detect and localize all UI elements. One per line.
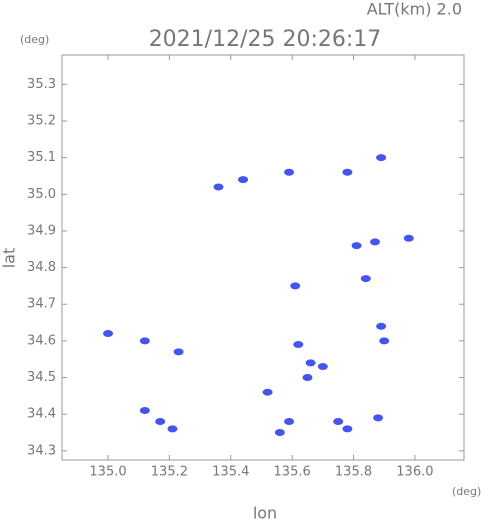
x-unit: (deg) (452, 485, 481, 498)
echo (373, 414, 384, 422)
echo (317, 363, 328, 371)
echo (290, 282, 301, 290)
echo (333, 418, 344, 426)
y-tick-label: 34.5 (27, 370, 56, 385)
x-tick-label: 135.8 (335, 465, 372, 480)
echo (103, 330, 114, 338)
echo (376, 322, 387, 330)
echo (262, 388, 273, 396)
echo (376, 154, 387, 162)
y-tick-label: 34.7 (27, 297, 56, 312)
echo (238, 176, 249, 184)
echo (342, 168, 353, 176)
y-tick-label: 35.2 (27, 113, 56, 128)
x-tick-label: 135.0 (89, 465, 126, 480)
echo (379, 337, 390, 345)
y-tick-label: 34.9 (27, 223, 56, 238)
echo (155, 418, 166, 426)
y-axis-label: lat (0, 248, 19, 269)
echo (342, 425, 353, 433)
echo (284, 418, 295, 426)
echo (293, 341, 304, 349)
x-axis-label: lon (253, 504, 277, 521)
y-tick-label: 34.4 (27, 407, 56, 422)
y-tick-label: 34.8 (27, 260, 56, 275)
echo (213, 183, 224, 191)
y-tick-label: 35.0 (27, 187, 56, 202)
chart-title: 2021/12/25 20:26:17 (149, 27, 382, 52)
x-tick-label: 135.4 (212, 465, 249, 480)
echo (403, 234, 414, 242)
echo (139, 337, 150, 345)
echo (139, 407, 150, 415)
y-unit: (deg) (20, 33, 49, 46)
x-tick-label: 135.6 (274, 465, 311, 480)
echo (302, 374, 313, 382)
x-tick-label: 135.2 (151, 465, 188, 480)
echo (370, 238, 381, 246)
echo (284, 168, 295, 176)
echo (360, 275, 371, 283)
altitude-label: ALT(km) 2.0 (367, 0, 462, 19)
y-tick-label: 34.3 (27, 443, 56, 458)
plot-frame (61, 54, 465, 461)
echo (274, 429, 285, 437)
echo (305, 359, 316, 367)
y-tick-label: 35.1 (27, 150, 56, 165)
echo (351, 242, 362, 250)
echo (173, 348, 184, 356)
y-tick-label: 34.6 (27, 333, 56, 348)
y-tick-label: 35.3 (27, 77, 56, 92)
echo (167, 425, 178, 433)
x-tick-label: 136.0 (396, 465, 433, 480)
